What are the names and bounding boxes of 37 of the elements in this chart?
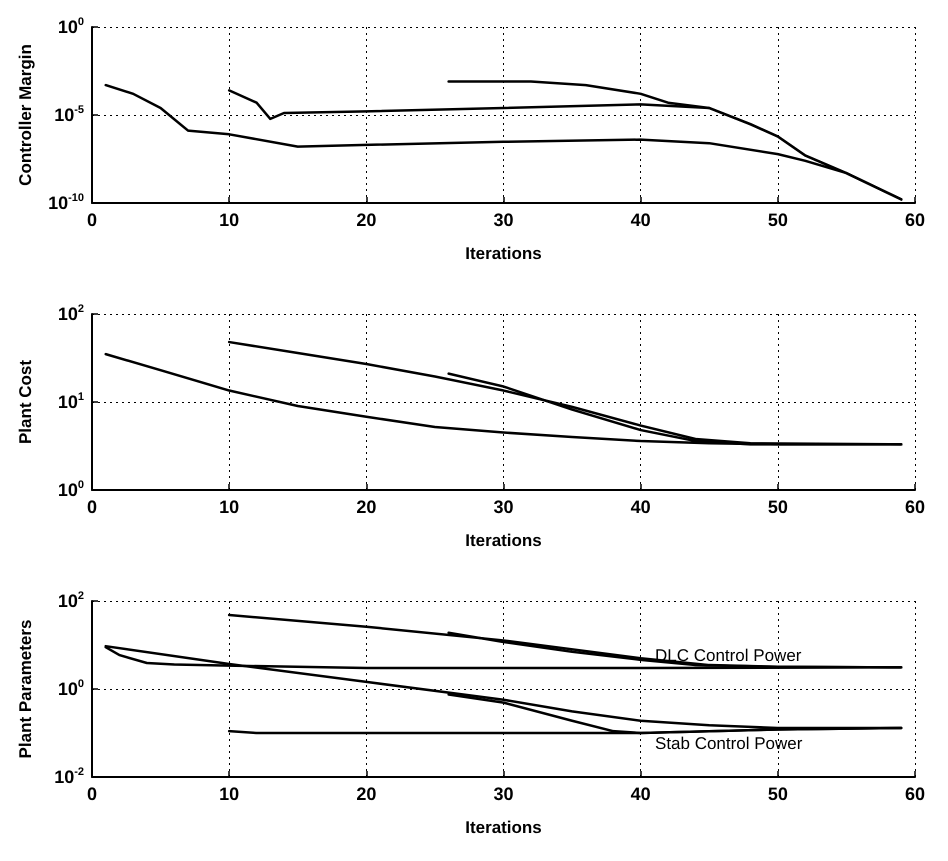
y-axis-title: Plant Cost xyxy=(16,360,35,444)
x-tick-label: 20 xyxy=(356,497,376,517)
annotation: Stab Control Power xyxy=(655,734,802,753)
x-tick-label: 0 xyxy=(86,497,98,517)
x-axis-title: Iterations xyxy=(465,818,542,837)
x-tick-label: 10 xyxy=(219,497,240,517)
x-tick-label: 60 xyxy=(904,210,926,230)
y-tick-label: 10$^{0}$ xyxy=(58,16,84,37)
x-tick-label: 30 xyxy=(493,210,514,230)
x-tick-label: 20 xyxy=(356,210,376,230)
x-tick-label: 50 xyxy=(768,784,788,804)
x-axis-title: Iterations xyxy=(465,244,542,263)
x-tick-label: 40 xyxy=(630,497,651,517)
y-tick-label: 10$^{-10}$ xyxy=(48,192,84,213)
x-tick-label: 30 xyxy=(493,497,514,517)
x-tick-label: 0 xyxy=(86,210,98,230)
x-tick-label: 30 xyxy=(493,784,514,804)
y-tick-label: 10$^{1}$ xyxy=(58,391,84,412)
x-tick-label: 10 xyxy=(219,210,240,230)
y-axis-title: Controller Margin xyxy=(16,44,35,186)
y-tick-label: 10$^{2}$ xyxy=(58,590,84,611)
y-tick-label: 10$^{0}$ xyxy=(58,479,84,500)
x-tick-label: 50 xyxy=(768,210,788,230)
y-tick-label: 10$^{2}$ xyxy=(58,303,84,324)
x-tick-label: 40 xyxy=(630,784,651,804)
x-tick-label: 0 xyxy=(86,784,98,804)
x-tick-label: 50 xyxy=(768,497,788,517)
x-tick-label: 60 xyxy=(904,497,926,517)
x-axis-title: Iterations xyxy=(465,531,542,550)
y-tick-label: 10$^{0}$ xyxy=(58,678,84,699)
x-tick-label: 40 xyxy=(630,210,651,230)
x-tick-label: 60 xyxy=(904,784,926,804)
y-axis-title: Plant Parameters xyxy=(16,620,35,758)
x-tick-label: 10 xyxy=(219,784,240,804)
x-tick-label: 20 xyxy=(356,784,376,804)
y-tick-label: 10$^{-2}$ xyxy=(54,766,84,787)
y-tick-label: 10$^{-5}$ xyxy=(54,104,84,125)
